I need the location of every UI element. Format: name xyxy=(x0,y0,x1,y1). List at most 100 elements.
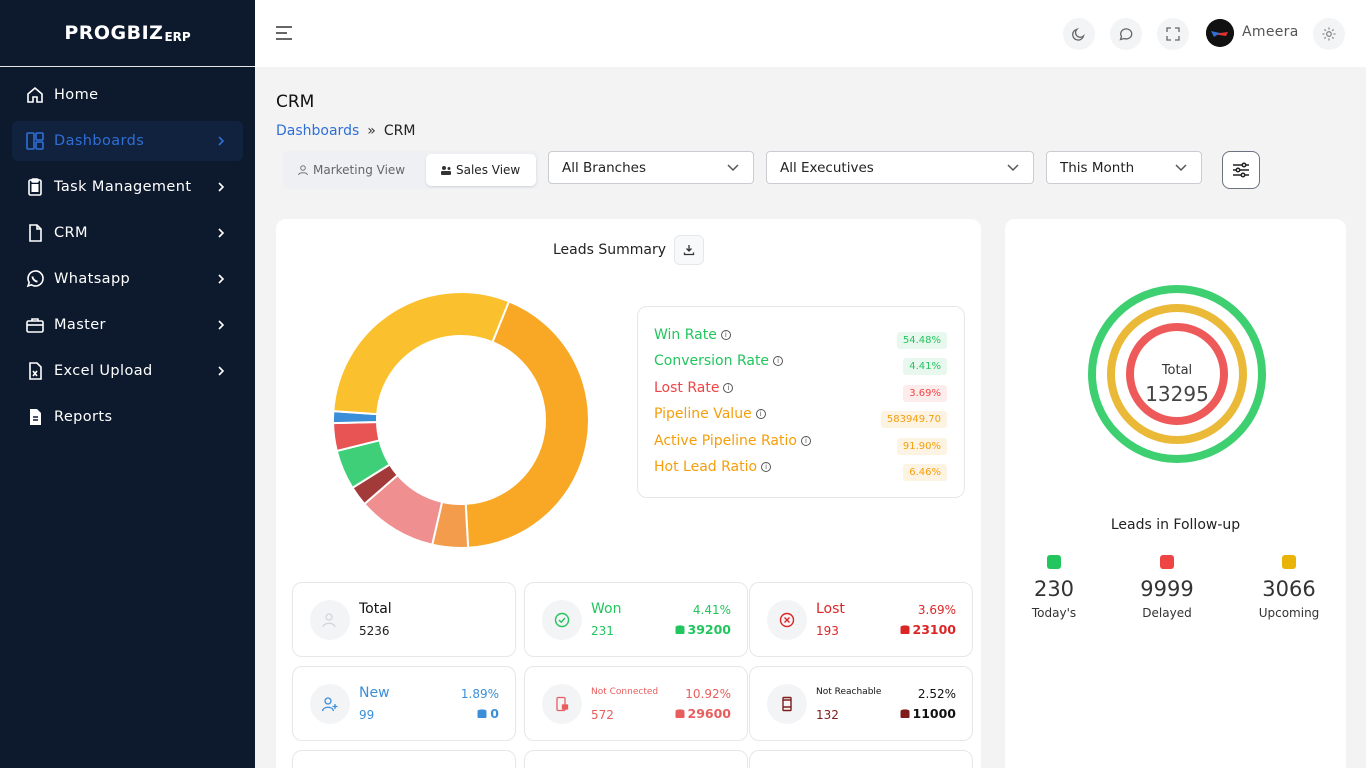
coins-icon xyxy=(675,708,684,718)
sales-view-label: Sales View xyxy=(456,163,521,177)
filter-settings-button[interactable] xyxy=(1222,151,1260,189)
info-icon[interactable]: i xyxy=(723,383,734,393)
user-plus-icon xyxy=(310,684,350,724)
stat-percent: 4.41% xyxy=(692,603,731,617)
sidebar-item-crm[interactable]: CRM xyxy=(12,213,243,253)
stat-amount-value: 39200 xyxy=(687,622,732,637)
settings-button[interactable] xyxy=(1313,18,1345,50)
stat-card-partial[interactable] xyxy=(292,750,516,768)
follow-up-label: Today's xyxy=(1031,606,1077,620)
breadcrumb: Dashboards » CRM xyxy=(276,123,415,139)
stat-count: 193 xyxy=(816,624,839,638)
brand-logo[interactable]: PROGBIZ ERP xyxy=(0,0,255,67)
user-name[interactable]: Ameera xyxy=(1242,24,1299,40)
dark-mode-button[interactable] xyxy=(1063,18,1095,50)
sidebar-item-reports[interactable]: Reports xyxy=(12,397,243,437)
stat-card-new[interactable]: New 99 1.89% 0 xyxy=(292,666,516,741)
follow-up-label: Upcoming xyxy=(1258,606,1320,620)
period-select[interactable]: This Month xyxy=(1046,151,1202,184)
top-header: Ameera xyxy=(255,0,1366,67)
stat-card-not-connected[interactable]: Not Connected 572 10.92% 29600 xyxy=(524,666,748,741)
total-value: 13295 xyxy=(1145,382,1209,406)
follow-up-value: 230 xyxy=(1033,577,1075,601)
follow-up-todays[interactable]: 230 Today's xyxy=(1009,555,1099,620)
sidebar-item-label: Master xyxy=(54,317,106,333)
phone-lock-icon xyxy=(542,684,582,724)
whatsapp-icon xyxy=(25,269,45,289)
follow-up-upcoming[interactable]: 3066 Upcoming xyxy=(1244,555,1334,620)
follow-up-value: 3066 xyxy=(1262,577,1316,601)
avatar[interactable] xyxy=(1206,19,1234,47)
executive-select[interactable]: All Executives xyxy=(766,151,1034,184)
metric-conversion-rate: Conversion Rate i xyxy=(654,353,784,369)
breadcrumb-dashboards-link[interactable]: Dashboards xyxy=(276,123,360,139)
chevron-down-icon xyxy=(727,164,739,172)
sidebar-nav: Home Dashboards Task Management CRM xyxy=(0,67,255,437)
brand-name: PROGBIZ xyxy=(64,22,164,44)
info-icon[interactable]: i xyxy=(773,356,784,366)
sliders-icon xyxy=(1233,162,1249,178)
follow-up-title: Leads in Follow-up xyxy=(1110,517,1241,533)
stat-amount: 0 xyxy=(476,706,499,721)
info-icon[interactable]: i xyxy=(755,409,766,419)
stat-card-not-reachable[interactable]: Not Reachable 132 2.52% 11000 xyxy=(749,666,973,741)
moon-icon xyxy=(1072,28,1085,41)
info-icon[interactable]: i xyxy=(800,436,811,446)
stat-card-won[interactable]: Won 231 4.41% 39200 xyxy=(524,582,748,657)
download-button[interactable] xyxy=(674,235,704,265)
sidebar-item-label: Excel Upload xyxy=(54,363,153,379)
sidebar-item-home[interactable]: Home xyxy=(12,75,243,115)
chevron-right-icon xyxy=(218,136,225,146)
stat-amount: 39200 xyxy=(674,622,732,637)
lead-metrics-panel: Win Rate i 54.48% Conversion Rate i 4.41% … xyxy=(637,306,965,498)
chevron-down-icon xyxy=(1007,164,1019,172)
hamburger-menu-icon[interactable] xyxy=(275,26,293,40)
metric-hot-lead-ratio: Hot Lead Ratio i xyxy=(654,459,772,475)
metric-label: Lost Rate xyxy=(654,380,720,396)
chat-button[interactable] xyxy=(1110,18,1142,50)
metric-value: 54.48% xyxy=(896,332,947,349)
stat-card-total[interactable]: Total 5236 xyxy=(292,582,516,657)
info-icon[interactable]: i xyxy=(761,462,772,472)
metric-value: 4.41% xyxy=(903,358,947,375)
chevron-right-icon xyxy=(218,320,225,330)
info-icon[interactable]: i xyxy=(720,330,731,340)
clipboard-icon xyxy=(25,177,45,197)
follow-up-rings-chart: Total 13295 xyxy=(1088,285,1266,463)
sales-icon xyxy=(441,166,451,175)
stat-amount-value: 11000 xyxy=(912,706,957,721)
stat-label: Total xyxy=(359,601,392,617)
legend-swatch xyxy=(1282,555,1296,569)
stat-amount-value: 23100 xyxy=(912,622,957,637)
donut-segment[interactable] xyxy=(332,291,511,416)
branch-select[interactable]: All Branches xyxy=(548,151,754,184)
sidebar-item-master[interactable]: Master xyxy=(12,305,243,345)
stat-count: 572 xyxy=(591,708,614,722)
sidebar-item-dashboards[interactable]: Dashboards xyxy=(12,121,243,161)
donut-segment[interactable] xyxy=(464,300,590,549)
stat-card-partial[interactable] xyxy=(749,750,973,768)
branch-select-value: All Branches xyxy=(562,159,646,176)
x-circle-icon xyxy=(767,600,807,640)
metric-label: Active Pipeline Ratio xyxy=(654,433,797,449)
stat-amount-value: 0 xyxy=(490,706,499,721)
stat-card-lost[interactable]: Lost 193 3.69% 23100 xyxy=(749,582,973,657)
sidebar-item-label: Reports xyxy=(54,409,113,425)
page-title: CRM xyxy=(276,92,315,112)
legend-swatch xyxy=(1160,555,1174,569)
fullscreen-button[interactable] xyxy=(1157,18,1189,50)
stat-label: Won xyxy=(591,601,622,617)
chevron-right-icon xyxy=(218,228,225,238)
ring-upcoming xyxy=(1107,304,1247,444)
coins-icon xyxy=(477,708,487,718)
stat-amount: 11000 xyxy=(899,706,957,721)
sales-view-button[interactable]: Sales View xyxy=(426,154,536,186)
sidebar-item-excel-upload[interactable]: Excel Upload xyxy=(12,351,243,391)
sidebar-item-whatsapp[interactable]: Whatsapp xyxy=(12,259,243,299)
sidebar-item-task-management[interactable]: Task Management xyxy=(12,167,243,207)
settings-icon xyxy=(1322,27,1336,41)
stat-card-partial[interactable] xyxy=(524,750,748,768)
metric-win-rate: Win Rate i xyxy=(654,327,731,343)
follow-up-delayed[interactable]: 9999 Delayed xyxy=(1122,555,1212,620)
marketing-view-button[interactable]: Marketing View xyxy=(297,154,427,186)
